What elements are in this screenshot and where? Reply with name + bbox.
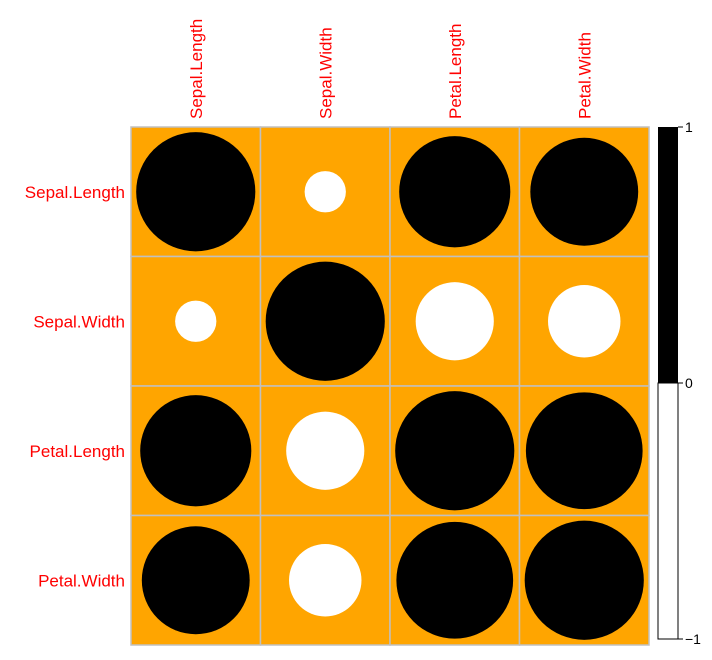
correlation-matrix	[130, 126, 650, 646]
corr-circle-petal-width-sepal-length	[141, 526, 250, 635]
corr-circle-sepal-length-petal-length	[399, 136, 511, 248]
column-label-sepal-length: Sepal.Length	[187, 19, 206, 119]
colorbar-tick-label: −1	[685, 631, 701, 647]
colorbar-negative	[657, 382, 679, 640]
row-label-sepal-length: Sepal.Length	[25, 183, 125, 202]
corr-circle-sepal-width-sepal-width	[265, 261, 385, 381]
corr-circle-sepal-length-sepal-width	[304, 171, 346, 213]
colorbar-positive	[658, 127, 678, 383]
corr-circle-petal-width-petal-length	[396, 521, 514, 639]
corr-circle-sepal-width-petal-length	[415, 282, 494, 361]
column-label-petal-width: Petal.Width	[575, 32, 594, 119]
cell-petal-width-sepal-width	[259, 514, 391, 646]
corr-circle-petal-length-petal-length	[395, 391, 515, 511]
row-label-sepal-width: Sepal.Width	[33, 312, 125, 331]
corr-circle-petal-length-sepal-width	[286, 411, 365, 490]
corr-circle-petal-width-petal-width	[524, 520, 644, 640]
column-label-petal-length: Petal.Length	[446, 24, 465, 119]
row-label-petal-width: Petal.Width	[38, 571, 125, 590]
corr-circle-petal-length-petal-width	[525, 392, 643, 510]
corr-circle-sepal-length-sepal-length	[136, 132, 256, 252]
row-label-petal-length: Petal.Length	[30, 442, 125, 461]
corr-circle-petal-length-sepal-length	[140, 395, 252, 507]
corr-circle-sepal-length-petal-width	[530, 137, 639, 246]
cell-sepal-width-petal-width	[518, 255, 650, 387]
row-labels: Sepal.Length Sepal.Width Petal.Length Petal…	[25, 183, 125, 591]
color-legend: 1 0 −1	[657, 119, 701, 647]
colorbar-tick-label: 1	[685, 119, 693, 135]
column-label-sepal-width: Sepal.Width	[316, 27, 335, 119]
corr-circle-sepal-width-petal-width	[548, 285, 621, 358]
colorbar-tick-label: 0	[685, 375, 693, 391]
corr-circle-petal-width-sepal-width	[289, 544, 362, 617]
column-labels: Sepal.Length Sepal.Width Petal.Length Petal…	[187, 19, 595, 119]
corr-circle-sepal-width-sepal-length	[175, 300, 217, 342]
